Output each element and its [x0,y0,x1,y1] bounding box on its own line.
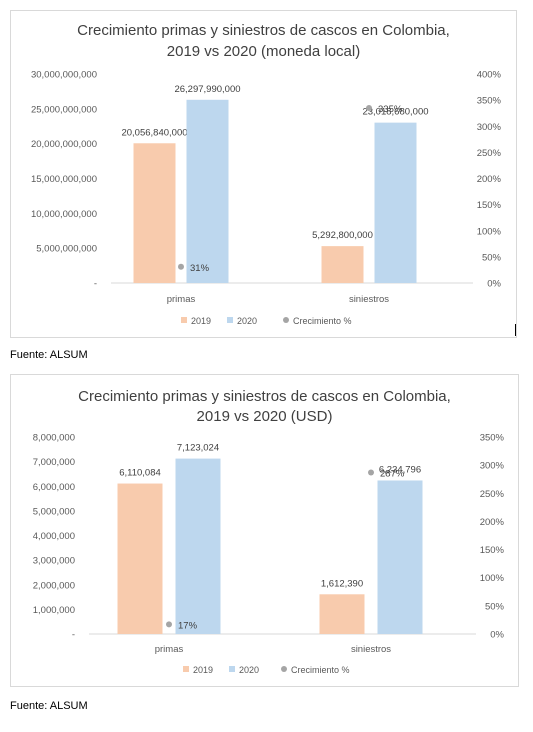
bar-2020-primas [186,99,229,283]
y2-tick-label: 250% [480,489,505,500]
bar-2019-siniestros [321,246,364,283]
source-note: Fuente: ALSUM [10,349,88,361]
legend-swatch [227,317,233,323]
chart-usd: Crecimiento primas y siniestros de casco… [33,388,505,675]
growth-label: 287% [380,468,405,479]
y2-tick-label: 100% [477,226,502,237]
legend-label: 2019 [191,316,211,326]
data-label: 23,018,680,000 [362,107,428,118]
bar-2020-primas [175,458,221,634]
y-tick-label: 6,000,000 [33,482,75,493]
y-tick-label: - [94,279,97,290]
chart-panel-usd: Crecimiento primas y siniestros de casco… [10,374,519,687]
y2-tick-label: 150% [480,545,505,556]
growth-label: 335% [378,104,403,115]
category-label: siniestros [349,294,389,305]
y-tick-label: - [72,630,75,641]
legend-marker [281,666,287,672]
legend-swatch [229,666,235,672]
y-tick-label: 5,000,000,000 [36,244,97,255]
bar-2019-primas [133,143,176,283]
growth-marker [178,263,184,270]
data-label: 7,123,024 [177,443,219,454]
legend-label: 2020 [239,665,259,675]
category-label: primas [155,644,184,655]
growth-marker [166,621,172,628]
growth-marker [368,469,374,476]
y-tick-label: 25,000,000,000 [31,104,97,115]
legend-swatch [181,317,187,323]
y-tick-label: 4,000,000 [33,531,75,542]
y2-tick-label: 150% [477,200,502,211]
y2-tick-label: 50% [482,252,502,263]
bar-2019-siniestros [319,594,365,634]
data-label: 5,292,800,000 [312,230,373,241]
category-label: primas [167,294,196,305]
y2-tick-label: 350% [480,433,505,444]
growth-marker [366,104,372,111]
legend-label: 2019 [193,665,213,675]
y-tick-label: 30,000,000,000 [31,70,97,81]
y-tick-label: 15,000,000,000 [31,174,97,185]
legend-label: Crecimiento % [293,316,352,326]
chart-subtitle: 2019 vs 2020 (moneda local) [167,43,360,60]
y2-tick-label: 300% [480,461,505,472]
text-cursor [515,324,516,336]
y2-tick-label: 300% [477,122,502,133]
legend-marker [283,317,289,323]
y-tick-label: 3,000,000 [33,556,75,567]
growth-label: 31% [190,263,210,274]
y-tick-label: 7,000,000 [33,457,75,468]
y-tick-label: 8,000,000 [33,433,75,444]
growth-label: 17% [178,620,198,631]
y-tick-label: 2,000,000 [33,580,75,591]
chart-local-currency: Crecimiento primas y siniestros de casco… [31,22,502,326]
chart-title: Crecimiento primas y siniestros de casco… [78,388,451,405]
data-label: 1,612,390 [321,578,363,589]
bar-2020-siniestros [377,480,423,634]
y2-tick-label: 50% [485,601,505,612]
category-label: siniestros [351,644,391,655]
y2-tick-label: 0% [490,630,504,641]
chart-subtitle: 2019 vs 2020 (USD) [197,408,333,425]
data-label: 6,234,796 [379,464,421,475]
data-label: 26,297,990,000 [174,84,240,95]
y-tick-label: 1,000,000 [33,605,75,616]
bar-2019-primas [117,483,163,634]
chart-panel-local-currency: Crecimiento primas y siniestros de casco… [10,10,517,338]
y-tick-label: 5,000,000 [33,506,75,517]
y2-tick-label: 0% [487,279,501,290]
y2-tick-label: 400% [477,70,502,81]
bar-2020-siniestros [374,122,417,283]
y2-tick-label: 100% [480,573,505,584]
legend-swatch [183,666,189,672]
source-note: Fuente: ALSUM [10,700,88,712]
data-label: 20,056,840,000 [121,127,187,138]
y-tick-label: 20,000,000,000 [31,139,97,150]
y-tick-label: 10,000,000,000 [31,209,97,220]
y2-tick-label: 350% [477,96,502,107]
data-label: 6,110,084 [119,468,161,479]
chart-title: Crecimiento primas y siniestros de casco… [77,22,450,39]
y2-tick-label: 200% [477,174,502,185]
legend-label: Crecimiento % [291,665,350,675]
y2-tick-label: 200% [480,517,505,528]
legend-label: 2020 [237,316,257,326]
y2-tick-label: 250% [477,148,502,159]
